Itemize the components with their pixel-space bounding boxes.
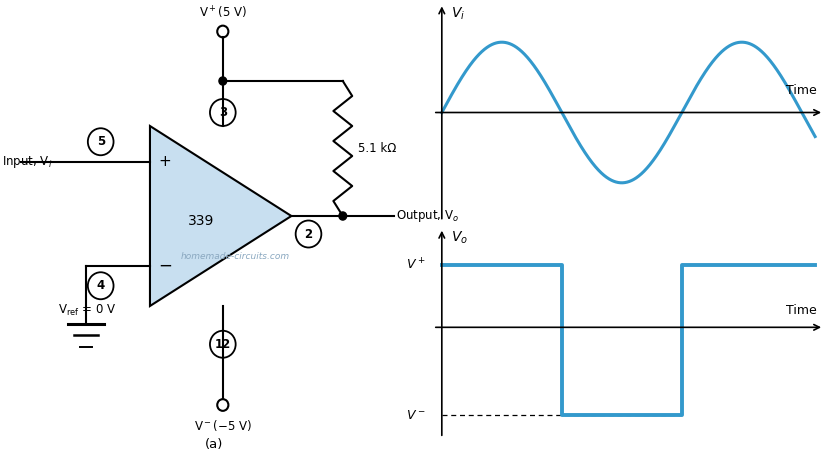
Circle shape (339, 212, 347, 220)
Text: −: − (158, 256, 172, 274)
Text: +: + (158, 154, 171, 170)
Text: 4: 4 (96, 279, 105, 292)
Text: 339: 339 (188, 213, 214, 228)
Text: $V_o$: $V_o$ (451, 230, 468, 246)
Text: Output, V$_o$: Output, V$_o$ (396, 208, 460, 224)
Circle shape (219, 77, 227, 85)
Text: (a): (a) (205, 438, 223, 450)
Text: 3: 3 (218, 106, 227, 119)
Text: 2: 2 (304, 228, 312, 240)
Text: V$_\mathrm{ref}$ = 0 V: V$_\mathrm{ref}$ = 0 V (58, 303, 116, 318)
Text: Time: Time (786, 304, 817, 317)
Text: 12: 12 (215, 338, 231, 351)
Text: 5: 5 (96, 135, 105, 148)
Text: Input, V$_i$: Input, V$_i$ (2, 154, 53, 170)
Text: homemade-circuits.com: homemade-circuits.com (181, 252, 290, 261)
Text: V$^-$(−5 V): V$^-$(−5 V) (194, 418, 252, 433)
Text: $V^-$: $V^-$ (406, 409, 426, 422)
Text: V$^+$(5 V): V$^+$(5 V) (199, 4, 247, 21)
Text: $V_i$: $V_i$ (451, 5, 465, 22)
Text: 5.1 kΩ: 5.1 kΩ (358, 142, 396, 155)
Text: $V^+$: $V^+$ (406, 257, 426, 272)
Text: Time: Time (786, 84, 817, 97)
Polygon shape (150, 126, 292, 306)
